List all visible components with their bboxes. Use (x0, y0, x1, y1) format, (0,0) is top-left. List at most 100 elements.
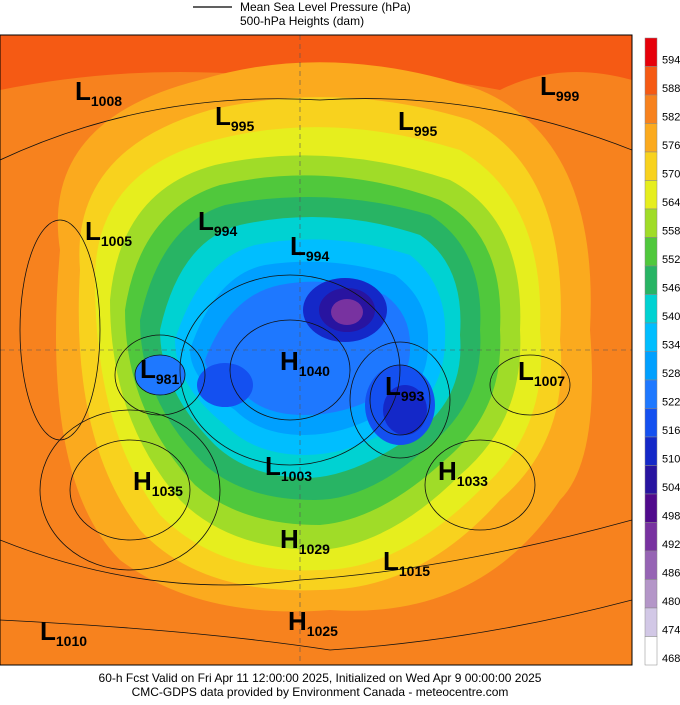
pressure-system: L1008 (75, 76, 122, 109)
colorbar-cell (644, 180, 658, 210)
colorbar-label: 528 (662, 368, 680, 380)
colorbar-cell (644, 436, 658, 466)
system-type: L (40, 616, 56, 646)
pressure-system: L994 (290, 231, 329, 264)
colorbar-label: 474 (662, 625, 680, 637)
colorbar-cell (644, 265, 658, 295)
colorbar-cell (644, 607, 658, 637)
footer-valid: 60-h Fcst Valid on Fri Apr 11 12:00:00 2… (99, 671, 542, 685)
system-type: L (75, 76, 91, 106)
colorbar-label: 594 (662, 55, 680, 67)
system-type: H (133, 466, 152, 496)
colorbar-cell (644, 379, 658, 409)
colorbar-label: 486 (662, 568, 680, 580)
system-type: L (265, 451, 281, 481)
footer-credit: CMC-GDPS data provided by Environment Ca… (132, 685, 509, 699)
system-pressure: 995 (231, 118, 255, 134)
colorbar-cell (644, 322, 658, 352)
colorbar-cell (644, 408, 658, 438)
system-pressure: 1015 (399, 563, 430, 579)
system-type: L (518, 356, 534, 386)
pressure-system: L993 (385, 371, 424, 404)
system-type: L (140, 354, 156, 384)
system-pressure: 1007 (534, 373, 565, 389)
system-pressure: 994 (306, 248, 330, 264)
legend-fill-label: 500-hPa Heights (dam) (240, 14, 364, 28)
colorbar-label: 522 (662, 397, 680, 409)
system-type: L (290, 231, 306, 261)
system-pressure: 1003 (281, 468, 312, 484)
colorbar-label: 576 (662, 140, 680, 152)
colorbar-cell (644, 94, 658, 124)
colorbar-label: 516 (662, 425, 680, 437)
colorbar-cell (644, 550, 658, 580)
system-type: H (280, 524, 299, 554)
colorbar-label: 510 (662, 454, 680, 466)
system-type: H (280, 346, 299, 376)
colorbar-label: 552 (662, 254, 680, 266)
colorbar-label: 492 (662, 539, 680, 551)
colorbar-label: 582 (662, 112, 680, 124)
system-type: L (385, 371, 401, 401)
pressure-system: L999 (540, 71, 579, 104)
system-pressure: 995 (414, 123, 438, 139)
pressure-system: L1005 (85, 216, 132, 249)
system-pressure: 999 (556, 88, 580, 104)
colorbar-cell (644, 493, 658, 523)
colorbar-label: 558 (662, 226, 680, 238)
pressure-system: L994 (198, 206, 237, 239)
system-type: H (288, 606, 307, 636)
colorbar-label: 564 (662, 197, 680, 209)
colorbar-cell (644, 37, 658, 67)
system-pressure: 994 (214, 223, 238, 239)
system-pressure: 1029 (299, 541, 330, 557)
pressure-system: L995 (398, 106, 437, 139)
colorbar-label: 468 (662, 653, 680, 665)
colorbar-cell (644, 123, 658, 153)
colorbar-cell (644, 66, 658, 96)
system-pressure: 1033 (457, 473, 488, 489)
legend-line-label: Mean Sea Level Pressure (hPa) (240, 0, 411, 14)
system-pressure: 1005 (101, 233, 132, 249)
system-type: L (198, 206, 214, 236)
system-type: L (398, 106, 414, 136)
pressure-system: L981 (140, 354, 179, 387)
pressure-system: H1025 (288, 606, 338, 639)
system-type: L (383, 546, 399, 576)
colorbar-cell (644, 151, 658, 181)
pressure-system: H1029 (280, 524, 330, 557)
colorbar: 594 588 582 576 570 564 558 552 546 540 534 528 522 5… (644, 37, 680, 666)
colorbar-cell (644, 351, 658, 381)
pressure-system: H1040 (280, 346, 330, 379)
colorbar-label: 570 (662, 169, 680, 181)
system-pressure: 993 (401, 388, 425, 404)
colorbar-label: 504 (662, 482, 680, 494)
colorbar-cell (644, 237, 658, 267)
pressure-system: L1003 (265, 451, 312, 484)
pressure-system: H1033 (438, 456, 488, 489)
colorbar-label: 588 (662, 83, 680, 95)
map (0, 35, 632, 665)
map-frame (0, 34, 633, 666)
colorbar-cell (644, 294, 658, 324)
system-pressure: 1025 (307, 623, 338, 639)
system-type: L (215, 101, 231, 131)
system-pressure: 1008 (91, 93, 122, 109)
colorbar-label: 534 (662, 340, 680, 352)
system-pressure: 1010 (56, 633, 87, 649)
pressure-system: L1015 (383, 546, 430, 579)
system-type: H (438, 456, 457, 486)
system-pressure: 981 (156, 371, 180, 387)
pressure-system: L1010 (40, 616, 87, 649)
system-pressure: 1035 (152, 483, 183, 499)
colorbar-label: 540 (662, 311, 680, 323)
colorbar-cell (644, 208, 658, 238)
pressure-system: H1035 (133, 466, 183, 499)
colorbar-cell (644, 636, 658, 666)
system-type: L (540, 71, 556, 101)
system-pressure: 1040 (299, 363, 330, 379)
colorbar-label: 498 (662, 511, 680, 523)
pressure-system: L995 (215, 101, 254, 134)
pressure-system: L1007 (518, 356, 565, 389)
